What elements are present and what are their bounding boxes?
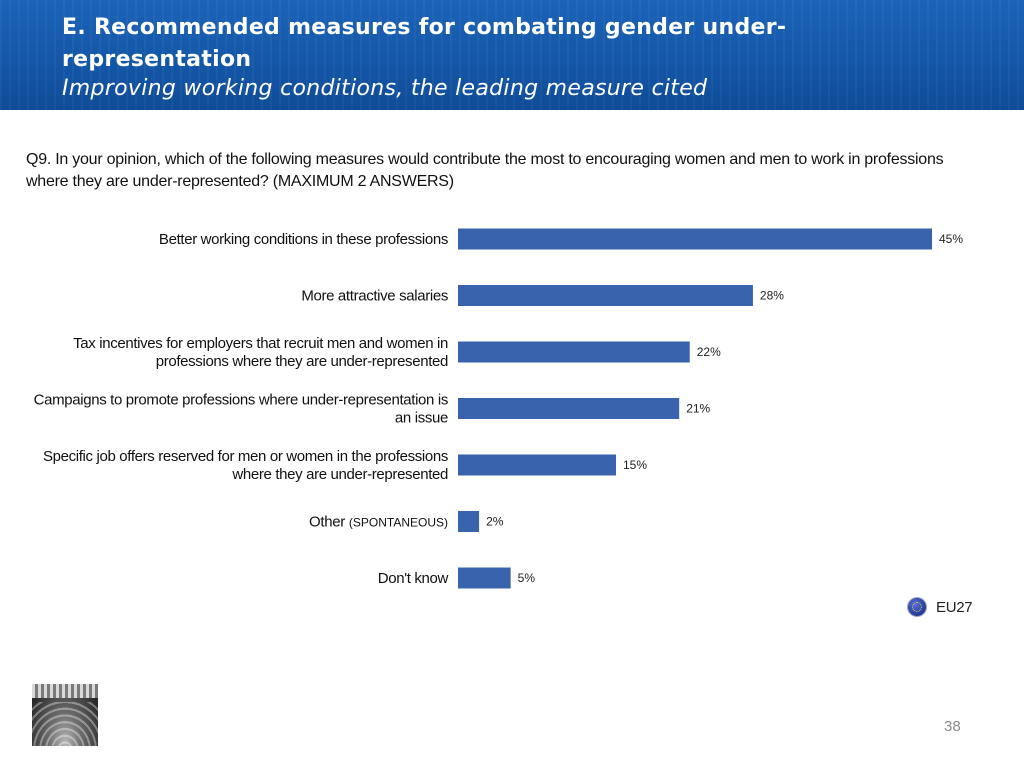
page-subtitle: Improving working conditions, the leadin… [62,76,708,101]
category-label-4-line-1: where they are under-represented [231,466,448,483]
category-label-3-line-0: Campaigns to promote professions where u… [34,392,448,409]
header-banner: E. Recommended measures for combating ge… [0,0,1024,110]
category-label-5: Other (SPONTANEOUS) [309,514,448,531]
value-label-2: 22% [697,345,721,359]
value-label-0: 45% [939,232,963,246]
legend-label: EU27 [936,598,973,616]
legend: EU27 [908,598,973,616]
value-label-3: 21% [686,402,710,416]
bar-6 [458,567,511,589]
category-label-4-line-0: Specific job offers reserved for men or … [43,448,448,465]
category-label-2-line-1: professions where they are under-represe… [156,353,448,370]
page-number: 38 [944,718,961,735]
bar-4 [458,454,616,476]
value-label-4: 15% [623,458,647,472]
bar-5 [458,511,480,532]
survey-question: Q9. In your opinion, which of the follow… [26,151,944,190]
category-label-3-line-1: an issue [395,410,448,427]
category-label-0-line-0: Better working conditions in these profe… [159,231,448,248]
category-label-2-line-0: Tax incentives for employers that recrui… [73,335,448,352]
page-title: E. Recommended measures for combating ge… [62,15,787,72]
bar-1 [458,285,753,306]
bar-chart: 45% Better working conditions in these pr… [34,228,963,589]
bar-3 [458,398,680,419]
category-label-1-line-0: More attractive salaries [301,288,448,305]
eu-flag-icon [908,598,926,616]
bar-2 [458,341,690,363]
value-label-1: 28% [760,289,784,303]
value-label-6: 5% [518,571,536,585]
category-label-6-line-0: Don't know [378,570,449,587]
bar-0 [458,228,932,250]
parliament-photo [32,684,98,746]
value-label-5: 2% [486,515,504,529]
